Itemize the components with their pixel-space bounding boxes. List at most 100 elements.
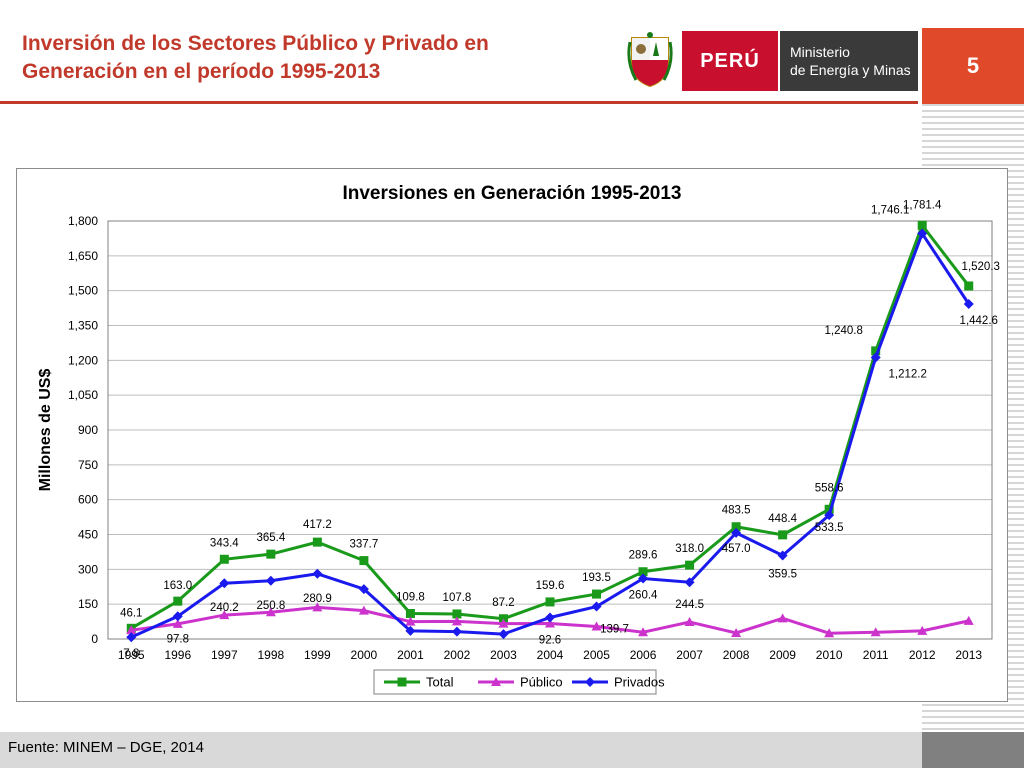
y-tick-label: 1,050 — [68, 388, 98, 402]
investment-line-chart: Inversiones en Generación 1995-2013 0 150 3… — [37, 183, 1000, 695]
data-label-privados: 260.4 — [629, 590, 658, 602]
series-point-publico — [498, 618, 509, 628]
series-point-privados — [684, 577, 695, 588]
data-label-privados: 244.5 — [675, 599, 704, 611]
x-tick-label: 2000 — [351, 648, 378, 662]
series-point-publico — [591, 621, 602, 631]
series-point-privados — [265, 575, 276, 586]
series-point-publico — [777, 613, 788, 623]
series-point-privados — [545, 612, 555, 623]
peru-wordmark: PERÚ — [682, 31, 778, 91]
x-tick-label: 1996 — [164, 648, 191, 662]
series-point-total — [778, 530, 788, 540]
ministry-line1: Ministerio — [790, 44, 850, 60]
y-tick-label: 450 — [78, 528, 98, 542]
data-label-total: 1,240.8 — [824, 325, 862, 337]
series-point-privados — [777, 550, 788, 561]
series-point-total — [312, 537, 322, 547]
header-divider — [0, 101, 918, 104]
x-tick-label: 1995 — [118, 648, 145, 662]
data-label-total: 558.6 — [815, 482, 844, 494]
series-point-publico — [451, 616, 462, 626]
data-label-privados: 1,746.1 — [871, 205, 909, 217]
data-label-total: 87.2 — [492, 597, 514, 609]
data-label-privados: 250.8 — [256, 600, 285, 612]
data-label-total: 1,520.3 — [962, 261, 1000, 273]
data-label-total: 1,781.4 — [903, 199, 942, 211]
x-tick-label: 1997 — [211, 648, 238, 662]
series-point-privados — [963, 298, 974, 309]
series-point-publico — [265, 607, 276, 617]
series-point-total — [266, 549, 276, 559]
series-point-publico — [963, 615, 974, 625]
plot-area — [107, 220, 993, 640]
series-point-total — [405, 609, 415, 619]
series-point-total — [452, 609, 462, 619]
data-label-privados: 97.8 — [167, 633, 189, 645]
series-point-publico — [870, 627, 881, 637]
series-point-privados — [219, 578, 230, 589]
series-point-publico — [312, 602, 323, 612]
series-point-privados — [172, 611, 183, 622]
y-tick-label: 750 — [78, 458, 98, 472]
data-label-total: 365.4 — [256, 532, 285, 544]
y-tick-label: 1,650 — [68, 249, 98, 263]
data-label-total: 289.6 — [629, 550, 658, 562]
data-label-total: 109.8 — [396, 592, 425, 604]
series-point-total — [964, 281, 974, 291]
series-point-privados — [638, 573, 649, 584]
series-point-publico — [126, 625, 137, 635]
legend-label: Público — [520, 675, 563, 690]
chart-title: Inversiones en Generación 1995-2013 — [342, 183, 681, 204]
x-tick-label: 2009 — [769, 648, 796, 662]
series-point-total — [824, 504, 834, 514]
data-label-privados: 533.5 — [815, 522, 844, 534]
y-tick-label: 1,500 — [68, 284, 98, 298]
x-tick-label: 2012 — [909, 648, 936, 662]
series-line-total — [130, 222, 970, 630]
series-point-total — [173, 596, 183, 606]
x-tick-label: 2013 — [955, 648, 982, 662]
data-label-privados: 457.0 — [722, 543, 751, 555]
x-tick-label: 2002 — [444, 648, 471, 662]
series-point-total — [592, 589, 602, 599]
series-point-total — [545, 597, 555, 607]
data-label-total: 448.4 — [768, 513, 797, 525]
series-point-privados — [591, 601, 602, 612]
page-title-line1: Inversión de los Sectores Público y Priv… — [22, 32, 489, 55]
legend-label: Privados — [614, 675, 665, 690]
page-number: 5 — [922, 28, 1024, 104]
y-axis-label: Millones de US$ — [37, 369, 54, 492]
series-point-publico — [172, 618, 183, 628]
series-point-total — [871, 346, 881, 356]
series-point-publico — [824, 628, 835, 638]
data-label-privados: 240.2 — [210, 602, 239, 614]
series-point-publico — [405, 616, 416, 626]
series-point-privados — [917, 228, 928, 239]
data-label-privados: 359.5 — [768, 569, 797, 581]
y-tick-label: 900 — [78, 423, 98, 437]
series-point-total — [638, 567, 648, 577]
series-point-publico — [638, 627, 649, 637]
series-point-privados — [498, 629, 509, 640]
legend-marker — [491, 677, 501, 686]
legend-label: Total — [426, 675, 454, 690]
series-point-privados — [451, 626, 462, 637]
x-tick-label: 2008 — [723, 648, 750, 662]
data-label-total: 417.2 — [303, 519, 332, 531]
data-label-privados: 1,212.2 — [888, 369, 926, 381]
x-tick-label: 2004 — [537, 648, 564, 662]
data-label-privados: 92.6 — [539, 634, 561, 646]
x-tick-label: 1999 — [304, 648, 331, 662]
x-tick-label: 2007 — [676, 648, 703, 662]
footer-source: Fuente: MINEM – DGE, 2014 — [8, 739, 204, 756]
series-point-publico — [684, 617, 695, 627]
x-tick-label: 2006 — [630, 648, 657, 662]
data-label-total: 318.0 — [675, 543, 704, 555]
x-tick-label: 2003 — [490, 648, 517, 662]
y-tick-label: 1,800 — [68, 214, 98, 228]
x-tick-label: 1998 — [257, 648, 284, 662]
ministry-logo: PERÚ Ministerio de Energía y Minas — [620, 28, 920, 94]
data-label-privados: 280.9 — [303, 593, 332, 605]
series-point-privados — [731, 527, 742, 538]
